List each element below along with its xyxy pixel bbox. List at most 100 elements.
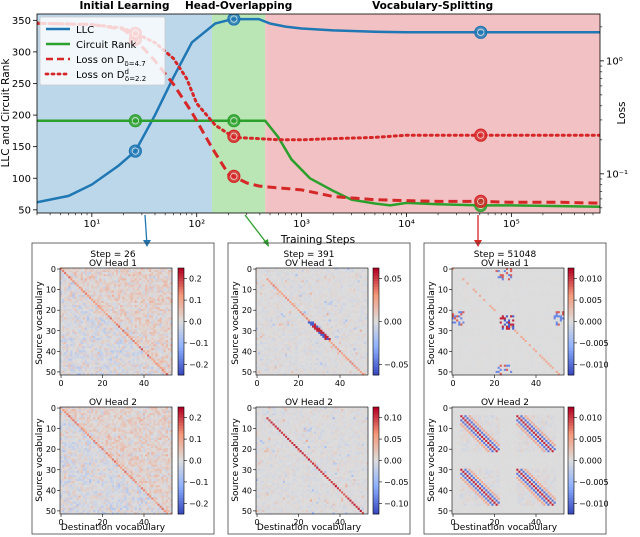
heatmap-cell xyxy=(136,268,140,271)
heatmap-cell xyxy=(147,331,150,335)
heatmap-cell xyxy=(66,364,69,368)
heatmap-cell xyxy=(140,342,144,345)
heatmap-cell xyxy=(101,282,104,285)
heatmap-cell xyxy=(109,342,113,345)
heatmap-cell xyxy=(111,450,115,453)
heatmap-cell xyxy=(151,333,154,337)
heatmap-cell xyxy=(103,292,106,296)
heatmap-cell xyxy=(111,466,115,470)
heatmap-cell xyxy=(76,468,79,472)
heatmap-cell xyxy=(169,329,173,333)
heatmap-cell xyxy=(134,278,138,281)
heatmap-cell xyxy=(93,313,96,316)
heatmap-cell xyxy=(105,411,108,414)
heatmap-cell xyxy=(140,302,144,306)
heatmap-cell xyxy=(163,311,167,314)
heatmap-cell xyxy=(86,425,90,428)
heatmap-cell xyxy=(136,368,140,372)
heatmap-cell xyxy=(95,476,98,480)
heatmap-cell xyxy=(118,290,121,293)
heatmap-cell xyxy=(140,315,144,318)
heatmap-cell xyxy=(134,352,138,355)
heatmap-cell xyxy=(109,479,113,482)
heatmap-cell xyxy=(124,425,127,428)
heatmap-cell xyxy=(82,342,86,345)
heatmap-cell xyxy=(118,472,121,476)
heatmap-cell xyxy=(95,335,98,339)
heatmap-cell xyxy=(99,462,102,465)
heatmap-cell xyxy=(91,337,94,341)
heatmap-cell xyxy=(134,466,138,470)
heatmap-cell xyxy=(72,321,75,324)
heatmap-cell xyxy=(157,372,160,376)
heatmap-cell xyxy=(132,415,135,418)
heatmap-cell xyxy=(159,278,162,281)
heatmap-cell xyxy=(111,454,115,457)
heatmap-cell xyxy=(80,458,84,461)
heatmap-cell xyxy=(99,456,102,459)
heatmap-cell xyxy=(136,284,140,287)
heatmap-cell xyxy=(161,290,164,293)
heatmap-cell xyxy=(99,292,102,296)
heatmap-cell xyxy=(105,346,108,349)
heatmap-cell xyxy=(78,435,82,439)
heatmap-cell xyxy=(124,292,127,296)
heatmap-cell xyxy=(140,274,144,277)
heatmap-cell xyxy=(116,302,119,306)
heatmap-cell xyxy=(70,311,73,314)
heatmap-cell xyxy=(78,476,82,480)
heatmap-cell xyxy=(124,468,127,472)
heatmap-cell xyxy=(120,309,123,312)
heatmap-cell xyxy=(126,368,129,372)
heatmap-cell xyxy=(140,364,144,368)
heatmap-cell xyxy=(142,421,146,424)
heatmap-cell xyxy=(132,296,135,300)
heatmap-cell xyxy=(118,274,121,277)
heatmap-cell xyxy=(167,270,171,273)
heatmap-cell xyxy=(151,325,154,328)
heatmap-cell xyxy=(103,421,106,424)
heatmap-cell xyxy=(151,370,154,374)
heatmap-cell xyxy=(134,356,138,359)
heatmap-cell xyxy=(128,435,131,439)
heatmap-cell xyxy=(107,309,111,312)
heatmap-cell xyxy=(161,346,164,349)
heatmap-cell xyxy=(80,364,84,368)
heatmap-cell xyxy=(103,435,106,439)
heatmap-cell xyxy=(97,464,100,467)
heatmap-cell xyxy=(86,462,90,465)
heatmap-cell xyxy=(126,429,129,432)
heatmap-cell xyxy=(86,433,90,437)
heatmap-cell xyxy=(161,354,164,357)
heatmap-cell xyxy=(89,444,92,447)
heatmap-cell xyxy=(62,311,65,314)
heatmap-cell xyxy=(116,411,119,414)
heatmap-cell xyxy=(107,329,111,333)
heatmap-cell xyxy=(84,454,88,457)
heatmap-cell xyxy=(159,413,162,416)
heatmap-cell xyxy=(89,372,92,376)
heatmap-cell xyxy=(157,460,160,463)
heatmap-cell xyxy=(111,356,115,359)
heatmap-cell xyxy=(60,315,63,318)
heatmap-cell xyxy=(91,317,94,320)
heatmap-cell xyxy=(153,356,156,359)
heatmap-cell xyxy=(84,358,88,361)
colorbar-segment xyxy=(178,316,184,320)
heatmap-cell xyxy=(126,444,129,447)
heatmap-cell xyxy=(89,433,92,437)
heatmap-cell xyxy=(147,354,150,357)
heatmap-cell xyxy=(124,460,127,463)
heatmap-cell xyxy=(89,329,92,333)
heatmap-cell xyxy=(93,307,96,310)
heatmap-cell xyxy=(161,431,164,435)
heatmap-cell xyxy=(111,439,115,443)
heatmap-cell xyxy=(138,352,142,355)
heatmap-cell xyxy=(97,441,100,445)
heatmap-cell xyxy=(169,294,173,298)
heatmap-cell xyxy=(128,348,131,351)
heatmap-cell xyxy=(153,425,156,428)
heatmap-cell xyxy=(153,433,156,437)
heatmap-cell xyxy=(132,276,135,279)
heatmap-cell xyxy=(116,307,119,310)
